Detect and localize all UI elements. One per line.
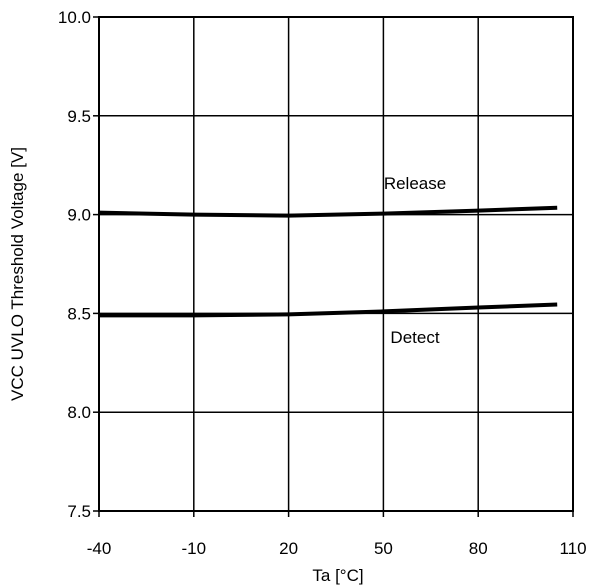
series-line-detect (99, 302, 558, 318)
series-labels: Release Detect (384, 174, 446, 347)
y-tick-label: 9.0 (67, 206, 91, 225)
y-tick-label: 8.0 (67, 403, 91, 422)
x-tick-label: 80 (469, 539, 488, 558)
x-tick-label: -10 (182, 539, 207, 558)
plot-area (98, 16, 574, 512)
y-axis-title: VCC UVLO Threshold Voltage [V] (8, 147, 27, 401)
ticks: -40 -10 20 50 80 110 7.5 8.0 8.5 9.0 9.5 10.0 (58, 8, 587, 558)
series-lines (98, 205, 558, 318)
x-tick-label: 20 (279, 539, 298, 558)
x-tick-label: 110 (559, 539, 586, 558)
x-tick-label: 50 (374, 539, 393, 558)
series-label-release: Release (384, 174, 446, 193)
y-tick-label: 8.5 (67, 304, 91, 323)
series-line-release (98, 205, 558, 218)
x-axis-title: Ta [°C] (312, 566, 363, 585)
grid (98, 16, 574, 512)
y-tick-label: 9.5 (67, 107, 91, 126)
series-label-detect: Detect (390, 328, 439, 347)
x-tick-label: -40 (87, 539, 112, 558)
y-tick-label: 10.0 (58, 8, 91, 27)
y-tick-label: 7.5 (67, 502, 91, 521)
